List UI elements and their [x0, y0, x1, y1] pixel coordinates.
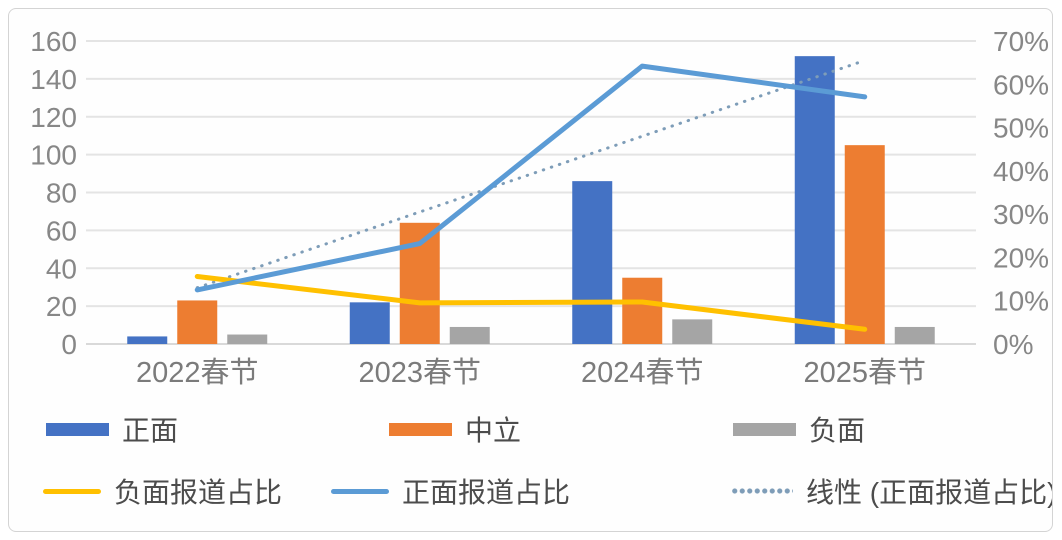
legend-item-positive-bar: 正面 [46, 409, 178, 449]
category-label: 2022春节 [136, 356, 259, 389]
bar-中立-2025春节 [844, 145, 885, 344]
bar-负面-2023春节 [449, 326, 490, 344]
bar-负面-2024春节 [672, 319, 713, 344]
bar-正面-2024春节 [572, 181, 613, 344]
legend-label-negative-ratio: 负面报道占比 [114, 477, 283, 508]
left-axis-tick: 20 [46, 291, 77, 322]
chart-card: 0 20 40 60 80 100 120 140 160 0% 10% 20% 30% 40% 50% 60… [8, 8, 1053, 532]
right-axis-tick: 10% [993, 286, 1049, 317]
left-axis-tick: 120 [30, 102, 77, 133]
category-label: 2025春节 [803, 356, 926, 389]
line-负面报道占比 [194, 273, 868, 332]
legend-label-positive: 正面 [122, 415, 179, 446]
right-axis-tick: 30% [993, 199, 1049, 230]
bar-中立-2024春节 [622, 277, 663, 344]
positive-bar-swatch [46, 422, 109, 436]
left-axis-tick: 40 [46, 253, 77, 284]
bar-负面-2025春节 [894, 326, 935, 344]
left-axis-tick: 160 [30, 26, 77, 57]
legend-label-neutral: 中立 [465, 415, 522, 446]
bar-中立-2022春节 [177, 300, 218, 344]
legend-item-negative-bar: 负面 [733, 409, 865, 449]
legend-item-trend-line: 线性 (正面报道占比) [731, 471, 1053, 511]
right-axis-tick: 50% [993, 113, 1049, 144]
right-axis-tick: 70% [993, 26, 1049, 57]
right-axis-tick: 20% [993, 242, 1049, 273]
combo-chart-canvas: 0 20 40 60 80 100 120 140 160 0% 10% 20% 30% 40% 50% 60… [30, 26, 1049, 389]
legend-label-trend: 线性 (正面报道占比) [806, 477, 1053, 508]
right-axis-tick: 60% [993, 69, 1049, 100]
legend-item-positive-ratio-line: 正面报道占比 [331, 471, 570, 511]
bar-负面-2022春节 [227, 334, 268, 344]
right-axis-tick: 0% [993, 329, 1033, 360]
bar-正面-2022春节 [127, 336, 168, 344]
positive-ratio-line-swatch [331, 488, 389, 494]
legend-item-neutral-bar: 中立 [389, 409, 521, 449]
line-线性 (正面报道占比) [195, 58, 867, 290]
category-label: 2024春节 [581, 356, 704, 389]
category-label: 2023春节 [358, 356, 481, 389]
left-axis-tick: 60 [46, 215, 77, 246]
bar-正面-2023春节 [349, 302, 390, 344]
trend-line-swatch [731, 488, 793, 494]
left-axis-tick: 80 [46, 178, 77, 209]
legend-label-negative: 负面 [809, 415, 866, 446]
right-axis-tick: 40% [993, 156, 1049, 187]
negative-bar-swatch [733, 422, 796, 436]
legend-label-positive-ratio: 正面报道占比 [402, 477, 571, 508]
line-正面报道占比 [194, 63, 868, 293]
legend-item-negative-ratio-line: 负面报道占比 [43, 471, 282, 511]
neutral-bar-swatch [389, 422, 452, 436]
bar-正面-2025春节 [794, 56, 835, 345]
left-axis-tick: 140 [30, 64, 77, 95]
left-axis-tick: 100 [30, 140, 77, 171]
left-axis-tick: 0 [61, 329, 77, 360]
negative-ratio-line-swatch [43, 488, 101, 494]
